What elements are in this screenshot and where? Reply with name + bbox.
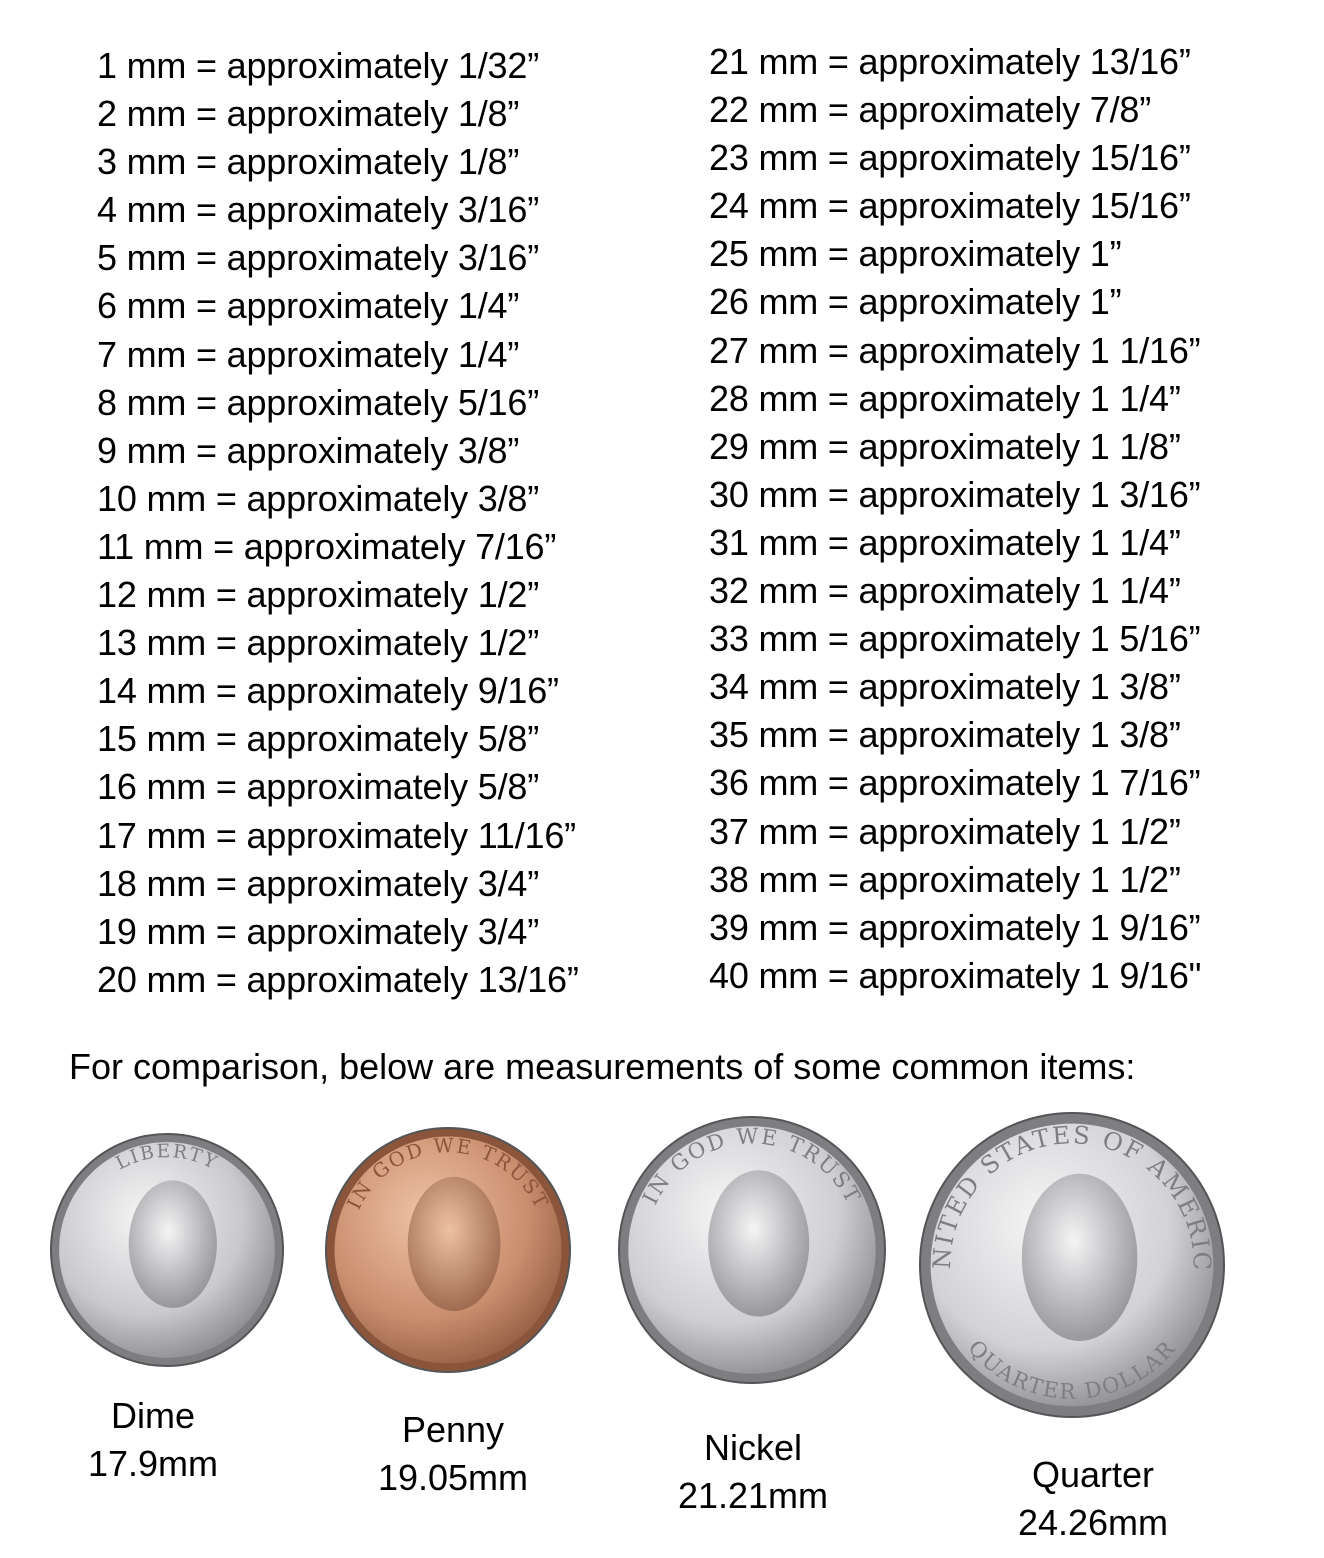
conversion-row: 26 mm = approximately 1” xyxy=(709,281,1122,323)
conversion-row: 17 mm = approximately 11/16” xyxy=(97,814,576,856)
conversion-row: 9 mm = approximately 3/8” xyxy=(97,429,520,471)
conversion-row: 10 mm = approximately 3/8” xyxy=(97,477,539,519)
coin-name: Quarter xyxy=(1031,1454,1155,1495)
coin-diameter: 21.21mm xyxy=(677,1475,829,1516)
conversion-row: 18 mm = approximately 3/4” xyxy=(97,862,539,904)
conversion-row: 5 mm = approximately 3/16” xyxy=(97,237,539,279)
conversion-list-left: 1 mm = approximately 1/32” 2 mm = approxi… xyxy=(97,42,579,1004)
conversion-row: 3 mm = approximately 1/8” xyxy=(97,141,520,183)
coin-diameter: 19.05mm xyxy=(377,1457,529,1498)
conversion-row: 2 mm = approximately 1/8” xyxy=(97,93,520,135)
conversion-row: 8 mm = approximately 5/16” xyxy=(97,381,539,423)
conversion-row: 31 mm = approximately 1 1/4” xyxy=(709,521,1181,563)
conversion-row: 23 mm = approximately 15/16” xyxy=(709,137,1191,179)
conversion-row: 36 mm = approximately 1 7/16” xyxy=(709,762,1201,804)
conversion-row: 34 mm = approximately 1 3/8” xyxy=(709,666,1181,708)
coin-name: Nickel xyxy=(703,1427,802,1468)
conversion-list-right: 21 mm = approximately 13/16” 22 mm = appr… xyxy=(709,38,1201,1000)
conversion-row: 11 mm = approximately 7/16” xyxy=(97,525,557,567)
conversion-row: 21 mm = approximately 13/16” xyxy=(709,41,1191,82)
coin-penny-image: IN GOD WE TRUST xyxy=(325,1127,571,1373)
conversion-row: 1 mm = approximately 1/32” xyxy=(97,45,539,86)
conversion-row: 28 mm = approximately 1 1/4” xyxy=(709,377,1181,419)
conversion-row: 33 mm = approximately 1 5/16” xyxy=(709,618,1201,660)
coin-label: Penny 19.05mm xyxy=(323,1406,583,1502)
coin-label: Quarter 24.26mm xyxy=(963,1451,1223,1547)
coin-quarter-image: UNITED STATES OF AMERICA QUARTER DOLLAR xyxy=(914,1107,1225,1418)
conversion-row: 39 mm = approximately 1 9/16” xyxy=(709,906,1201,948)
coin-diameter: 24.26mm xyxy=(1017,1502,1169,1543)
coin-name: Dime xyxy=(110,1395,195,1436)
conversion-row: 4 mm = approximately 3/16” xyxy=(97,189,539,231)
comparison-heading: For comparison, below are measurements o… xyxy=(69,1046,1136,1087)
coin-nickel-image: IN GOD WE TRUST xyxy=(618,1116,886,1384)
conversion-row: 20 mm = approximately 13/16” xyxy=(97,958,579,1000)
conversion-row: 6 mm = approximately 1/4” xyxy=(97,285,520,327)
conversion-row: 22 mm = approximately 7/8” xyxy=(709,89,1151,131)
conversion-row: 29 mm = approximately 1 1/8” xyxy=(709,425,1181,467)
conversion-row: 14 mm = approximately 9/16” xyxy=(97,670,559,712)
conversion-row: 30 mm = approximately 1 3/16” xyxy=(709,473,1201,515)
coin-diameter: 17.9mm xyxy=(87,1443,219,1484)
conversion-row: 16 mm = approximately 5/8” xyxy=(97,766,539,808)
conversion-row: 7 mm = approximately 1/4” xyxy=(97,333,520,375)
conversion-row: 12 mm = approximately 1/2” xyxy=(97,574,539,616)
conversion-row: 35 mm = approximately 1 3/8” xyxy=(709,714,1181,756)
conversion-row: 38 mm = approximately 1 1/2” xyxy=(709,858,1181,900)
conversion-row: 15 mm = approximately 5/8” xyxy=(97,718,539,760)
conversion-row: 24 mm = approximately 15/16” xyxy=(709,185,1191,227)
coin-dime-image: LIBERTY xyxy=(50,1133,284,1367)
conversion-row: 19 mm = approximately 3/4” xyxy=(97,910,539,952)
coin-name: Penny xyxy=(401,1409,505,1450)
conversion-row: 40 mm = approximately 1 9/16" xyxy=(709,954,1202,996)
conversion-row: 27 mm = approximately 1 1/16” xyxy=(709,329,1201,371)
conversion-row: 13 mm = approximately 1/2” xyxy=(97,622,539,664)
coin-label: Nickel 21.21mm xyxy=(623,1424,883,1520)
conversion-row: 32 mm = approximately 1 1/4” xyxy=(709,570,1181,612)
conversion-row: 25 mm = approximately 1” xyxy=(709,233,1122,275)
coin-label: Dime 17.9mm xyxy=(23,1392,283,1488)
conversion-row: 37 mm = approximately 1 1/2” xyxy=(709,810,1181,852)
